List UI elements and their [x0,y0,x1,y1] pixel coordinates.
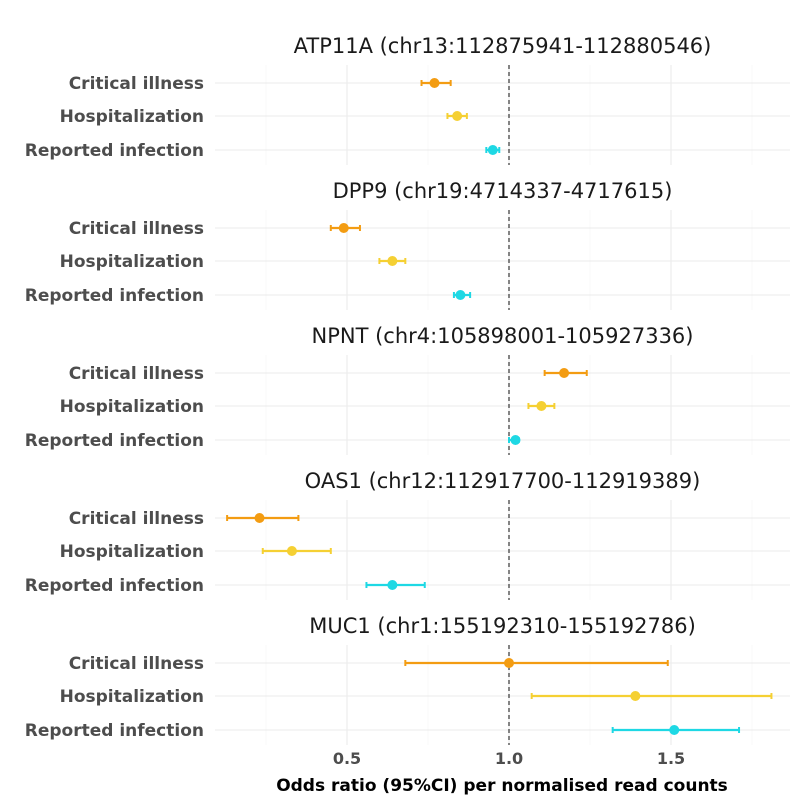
odds-ratio-point [429,78,440,88]
panel-title: ATP11A (chr13:112875941-112880546) [294,34,712,58]
row-label: Hospitalization [60,542,204,562]
odds-ratio-point [487,145,498,155]
panel: OAS1 (chr12:112917700-112919389) Critical… [25,469,790,600]
odds-ratio-point [559,368,570,378]
row-label: Reported infection [25,141,204,161]
panel: NPNT (chr4:105898001-105927336) Critical … [25,324,790,455]
x-tick-label: 1.0 [495,749,523,768]
panels-layer: ATP11A (chr13:112875941-112880546) Critic… [25,34,790,745]
odds-ratio-point [536,401,547,411]
odds-ratio-point [630,691,641,701]
x-axis-title: Odds ratio (95%CI) per normalised read c… [276,776,728,796]
row-label: Reported infection [25,576,204,596]
panel: ATP11A (chr13:112875941-112880546) Critic… [25,34,790,165]
row-label: Reported infection [25,721,204,741]
panel-title: DPP9 (chr19:4714337-4717615) [333,179,673,203]
x-axis: 0.5 1.0 1.5 [333,749,685,768]
row-label: Hospitalization [60,107,204,127]
odds-ratio-point [452,111,463,121]
panel-title: NPNT (chr4:105898001-105927336) [312,324,694,348]
panel-title: OAS1 (chr12:112917700-112919389) [305,469,701,493]
odds-ratio-point [455,290,466,300]
row-label: Hospitalization [60,687,204,707]
row-label: Critical illness [69,219,204,239]
odds-ratio-point [338,223,349,233]
odds-ratio-point [387,580,398,590]
panel: MUC1 (chr1:155192310-155192786) Critical … [25,614,790,745]
odds-ratio-point [254,513,265,523]
x-tick-label: 0.5 [333,749,361,768]
row-label: Hospitalization [60,252,204,272]
odds-ratio-point [387,256,398,266]
odds-ratio-point [669,725,680,735]
row-label: Reported infection [25,431,204,451]
panel-title: MUC1 (chr1:155192310-155192786) [309,614,696,638]
row-label: Critical illness [69,74,204,94]
row-label: Critical illness [69,509,204,529]
x-tick-label: 1.5 [657,749,685,768]
row-label: Critical illness [69,654,204,674]
panel: DPP9 (chr19:4714337-4717615) Critical ill… [25,179,790,310]
odds-ratio-point [286,546,297,556]
row-label: Hospitalization [60,397,204,417]
odds-ratio-point [504,658,514,668]
row-label: Critical illness [69,364,204,384]
odds-ratio-point [510,435,521,445]
row-label: Reported infection [25,286,204,306]
